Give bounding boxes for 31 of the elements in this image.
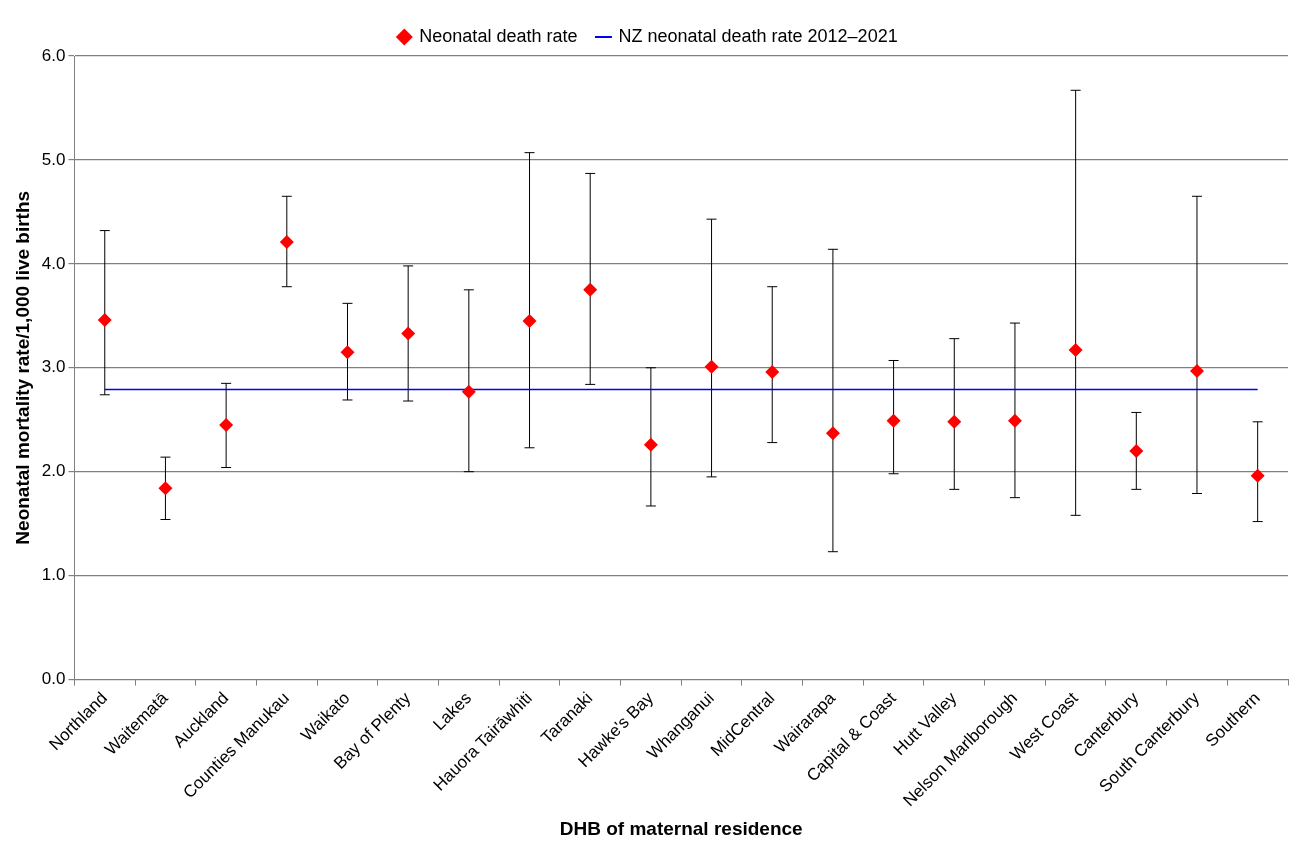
legend-label: NZ neonatal death rate 2012–2021 [618, 25, 898, 46]
y-tick-label: 1.0 [41, 565, 66, 585]
point [704, 359, 719, 374]
point [1068, 343, 1083, 358]
point [401, 326, 416, 341]
y-tick-label: 4.0 [41, 253, 66, 273]
point [219, 417, 234, 432]
point [461, 384, 476, 399]
point [279, 235, 294, 250]
point [1007, 413, 1022, 428]
x-axis-title: DHB of maternal residence [559, 817, 803, 839]
y-axis-title: Neonatal mortality rate/1,000 live births [11, 190, 33, 545]
point [643, 437, 658, 452]
y-tick-label: 0.0 [41, 669, 66, 689]
y-tick-label: 2.0 [41, 461, 66, 481]
y-tick-label: 5.0 [41, 149, 66, 169]
point [947, 414, 962, 429]
y-tick-label: 6.0 [41, 45, 66, 65]
point [340, 345, 355, 360]
point [886, 413, 901, 428]
point [522, 314, 537, 328]
point [1250, 468, 1265, 483]
point [158, 481, 173, 496]
point [1189, 363, 1204, 378]
point [765, 364, 780, 379]
point [583, 282, 598, 297]
legend-label: Neonatal death rate [419, 25, 578, 46]
point [97, 312, 112, 327]
point [1129, 443, 1144, 458]
point [825, 426, 840, 441]
y-tick-label: 3.0 [41, 357, 66, 377]
